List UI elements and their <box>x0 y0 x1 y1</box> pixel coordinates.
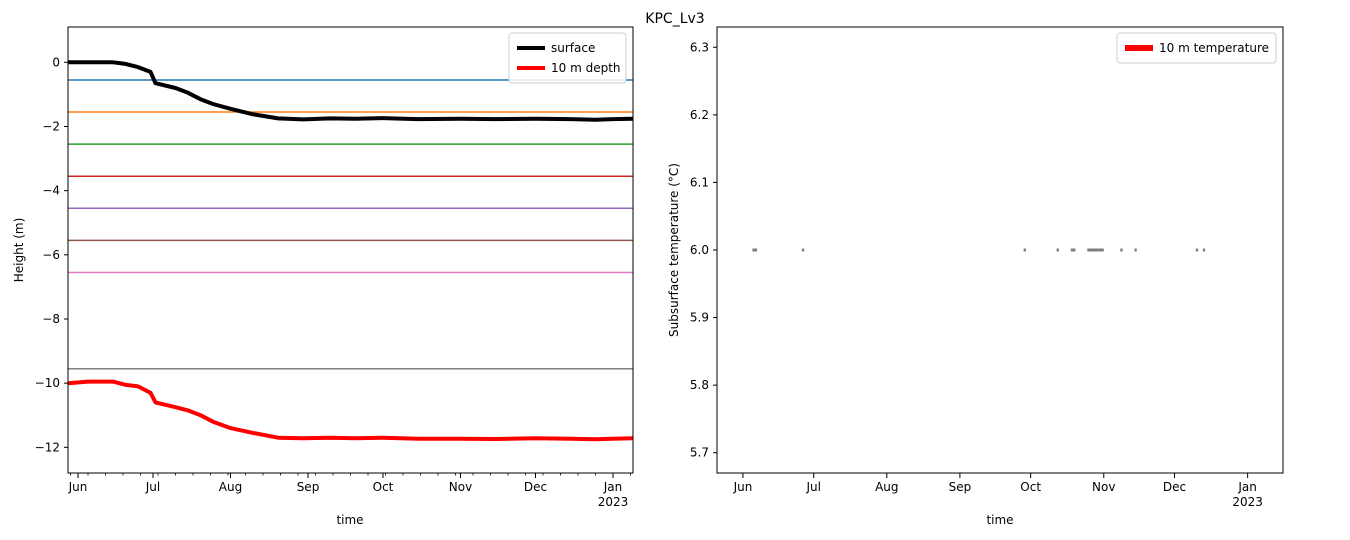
y-tick-label: 6.0 <box>690 243 709 257</box>
y-tick-label: 6.1 <box>690 175 709 189</box>
temperature-chart: 5.7 5.8 5.9 6.0 6.1 6.2 6.3 Jun Jul Aug Sep Oct Nov D… <box>667 26 1284 527</box>
x-tick-label: Jun <box>68 480 88 494</box>
x-tick-label: Oct <box>373 480 394 494</box>
height-chart: 0 −2 −4 −6 −8 −10 −12 Jun Jul Aug Sep Oct Nov Dec Jan2… <box>12 26 634 527</box>
y-tick-label: −8 <box>42 312 60 326</box>
x-tick-label: Aug <box>875 480 898 494</box>
x-tick-label: Jan <box>1237 480 1257 494</box>
temperature-chart-ylabel: Subsurface temperature (°C) <box>667 163 681 337</box>
x-tick-label: Aug <box>219 480 242 494</box>
y-tick-label: 6.3 <box>690 40 709 54</box>
y-tick-label: −2 <box>42 119 60 133</box>
series-line-surface <box>68 60 633 122</box>
x-tick-label: Nov <box>449 480 472 494</box>
y-tick-label: 0 <box>52 55 60 69</box>
temperature-chart-axes: 5.7 5.8 5.9 6.0 6.1 6.2 6.3 Jun Jul Aug Sep Oct Nov D… <box>690 26 1284 509</box>
x-tick-label: Jun <box>733 480 753 494</box>
height-chart-plot-area <box>68 60 633 442</box>
x-year-label: 2023 <box>1232 495 1263 509</box>
axes-frame <box>67 26 634 474</box>
x-tick-label: Nov <box>1092 480 1115 494</box>
figure-title: KPC_Lv3 <box>645 11 704 27</box>
height-chart-axes: 0 −2 −4 −6 −8 −10 −12 Jun Jul Aug Sep Oct Nov Dec Jan2… <box>35 26 634 509</box>
y-tick-label: 5.7 <box>690 446 709 460</box>
y-tick-label: 5.9 <box>690 311 709 325</box>
x-tick-label: Jul <box>805 480 820 494</box>
legend-label: 10 m depth <box>551 61 621 75</box>
y-tick-label: −12 <box>35 440 60 454</box>
x-tick-label: Sep <box>297 480 320 494</box>
x-tick-label: Jan <box>603 480 623 494</box>
x-tick-label: Jul <box>145 480 160 494</box>
series-line-10-m-depth <box>68 379 633 442</box>
y-tick-label: −6 <box>42 248 60 262</box>
legend-box <box>1116 32 1277 64</box>
y-tick-label: −10 <box>35 376 60 390</box>
y-tick-label: −4 <box>42 184 60 198</box>
x-year-label: 2023 <box>598 495 629 509</box>
y-tick-label: 6.2 <box>690 108 709 122</box>
x-tick-label: Dec <box>1163 480 1186 494</box>
x-tick-label: Dec <box>524 480 547 494</box>
legend-label: surface <box>551 41 595 55</box>
x-tick-label: Sep <box>949 480 972 494</box>
temperature-chart-xlabel: time <box>986 513 1013 527</box>
temperature-chart-legend: 10 m temperature <box>1116 32 1277 64</box>
legend-label: 10 m temperature <box>1159 41 1269 55</box>
legend-box <box>508 32 627 84</box>
height-chart-xlabel: time <box>336 513 363 527</box>
height-chart-ylabel: Height (m) <box>12 218 26 283</box>
y-tick-label: 5.8 <box>690 378 709 392</box>
x-tick-label: Oct <box>1020 480 1041 494</box>
height-chart-legend: surface 10 m depth <box>508 32 627 84</box>
